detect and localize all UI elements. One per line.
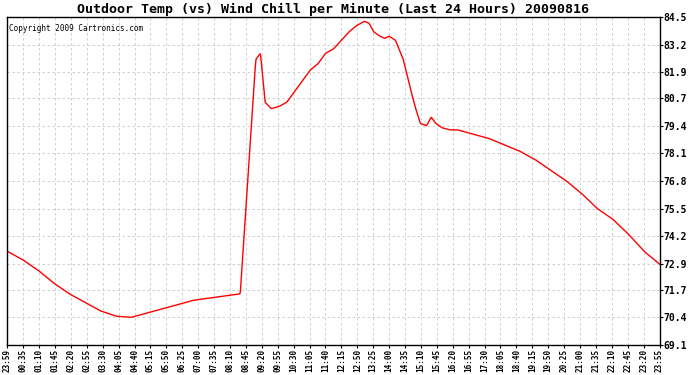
Title: Outdoor Temp (vs) Wind Chill per Minute (Last 24 Hours) 20090816: Outdoor Temp (vs) Wind Chill per Minute … (77, 3, 589, 16)
Text: Copyright 2009 Cartronics.com: Copyright 2009 Cartronics.com (8, 24, 143, 33)
